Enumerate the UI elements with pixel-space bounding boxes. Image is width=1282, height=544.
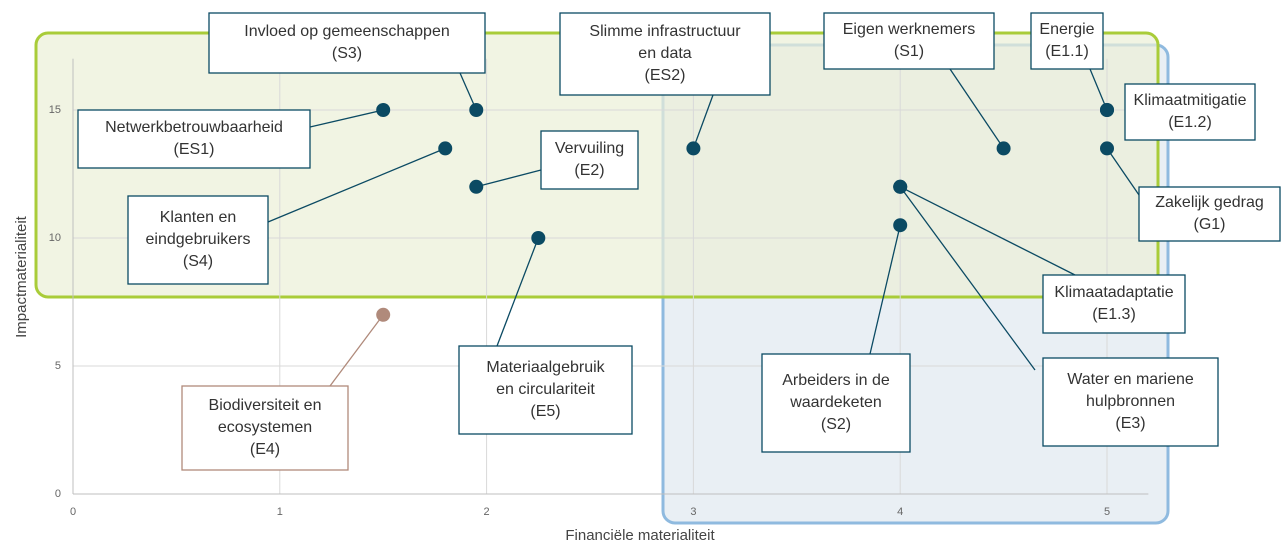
connector [869,225,901,355]
point-label: Klanten en [160,209,237,226]
connector [1106,148,1140,196]
x-tick-label: 3 [690,506,696,518]
connector [899,186,1076,276]
point-label: Klimaatadaptatie [1054,284,1173,301]
point-label: Arbeiders in de [782,372,890,389]
label-box [127,195,269,285]
label-box [1042,274,1186,334]
label-box [1042,357,1219,447]
connector [1089,68,1108,111]
connector [476,169,542,188]
point [438,141,453,156]
x-tick-label: 2 [484,506,490,518]
connector [692,94,714,149]
y-tick-label: 5 [55,360,61,372]
x-tick-label: 0 [70,506,76,518]
x-tick-label: 4 [897,506,903,518]
point-label: Energie [1039,21,1094,38]
point [1100,141,1114,156]
label-box [540,130,639,190]
label-box [77,109,311,169]
point-label: (E1.1) [1045,43,1089,60]
label-box [1124,83,1256,141]
point [469,103,484,117]
point-label: Biodiversiteit en [209,397,322,414]
point-label: Slimme infrastructuur [589,23,741,40]
label-box [761,353,911,453]
point-label: ecosystemen [218,419,312,436]
x-tick-label: 5 [1104,506,1110,518]
point-label: (E3) [1115,415,1145,432]
point-label: Vervuiling [555,140,624,157]
point-label: (ES1) [174,141,215,158]
point-label: en data [638,45,691,62]
y-tick-label: 0 [55,488,61,500]
x-axis-label: Financiële materialiteit [565,527,715,544]
point-label: (S3) [332,45,362,62]
point-label: (E4) [250,441,280,458]
point-label: Netwerkbetrouwbaarheid [105,119,283,136]
point-label: (S4) [183,253,213,270]
point-label: (E1.2) [1168,114,1212,131]
y-tick-label: 10 [49,232,61,244]
label-box [208,12,486,74]
connector [949,68,1005,149]
point-label: Eigen werknemers [843,21,976,38]
point-label: Invloed op gemeenschappen [244,23,450,40]
point-label: eindgebruikers [146,231,251,248]
point-label: waardeketen [789,394,882,411]
x-tick-label: 1 [277,506,283,518]
label-box [458,345,633,435]
point [893,179,908,194]
point [376,103,391,117]
point-label: (ES2) [645,67,686,84]
point-label: Water en mariene [1067,371,1194,388]
point [531,231,546,245]
point-label: Klimaatmitigatie [1134,92,1247,109]
point-label: (E1.3) [1092,306,1136,323]
point-label: Zakelijk gedrag [1155,194,1264,211]
point-label: (S2) [821,416,851,433]
label-box [1030,12,1104,70]
y-tick-label: 15 [49,104,61,116]
point [996,141,1011,156]
label-box [823,12,995,70]
point-label: (G1) [1194,216,1226,233]
y-axis-label: Impactmaterialiteit [13,215,30,338]
point-label: (E5) [530,403,560,420]
label-box [181,385,349,471]
connector [267,147,446,223]
point-label: Materiaalgebruik [486,359,605,376]
point [893,218,908,233]
connector [309,109,384,128]
point [376,307,391,322]
point [469,179,484,194]
label-box [1138,186,1281,242]
point [1100,103,1114,117]
point-label: en circulariteit [496,381,595,398]
point-label: (S1) [894,43,924,60]
point [686,141,701,156]
label-box [559,12,771,96]
connector [899,186,1036,371]
point-label: hulpbronnen [1086,393,1175,410]
connector [329,314,384,387]
connector [496,237,539,347]
point-label: (E2) [574,162,604,179]
